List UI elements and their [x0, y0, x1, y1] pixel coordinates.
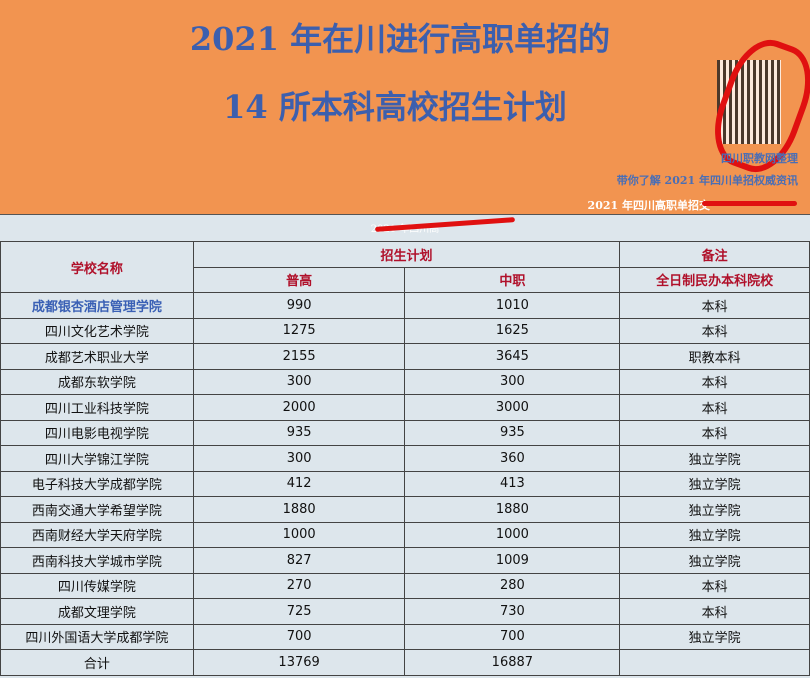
table-row: 四川外国语大学成都学院 700 700 独立学院: [0, 623, 810, 650]
enrollment-table: 学校名称 招生计划 备注 普高 中职 全日制民办本科院校 成都银杏酒店管理学院 9…: [0, 241, 810, 676]
table-row: 电子科技大学成都学院 412 413 独立学院: [0, 470, 810, 497]
title-line-2: 14 所本科高校招生计划: [223, 88, 567, 126]
zhongzhi-count: 1880: [404, 496, 621, 523]
zhongzhi-count: 1009: [404, 547, 621, 574]
table-row: 西南科技大学城市学院 827 1009 独立学院: [0, 547, 810, 574]
note: 本科: [619, 317, 810, 344]
total-label: 合计: [0, 649, 194, 676]
pugao-count: 412: [192, 470, 406, 497]
total-pugao: 13769: [192, 649, 406, 676]
zhongzhi-count: 280: [404, 572, 621, 599]
promo-text: 带你了解 2021 年四川单招权威资讯: [616, 174, 798, 187]
credit-text: 四川职教网整理: [721, 152, 798, 165]
pugao-count: 270: [192, 572, 406, 599]
zhongzhi-count: 1625: [404, 317, 621, 344]
table-row: 四川工业科技学院 2000 3000 本科: [0, 394, 810, 421]
note: 独立学院: [619, 623, 810, 650]
pugao-count: 827: [192, 547, 406, 574]
total-row: 合计 13769 16887: [0, 649, 810, 676]
school-name: 西南财经大学天府学院: [0, 521, 194, 548]
pugao-count: 1880: [192, 496, 406, 523]
pugao-count: 300: [192, 445, 406, 472]
zhongzhi-count: 935: [404, 419, 621, 446]
zhongzhi-count: 730: [404, 598, 621, 625]
school-name: 四川传媒学院: [0, 572, 194, 599]
zhongzhi-count: 300: [404, 368, 621, 395]
table-row: 西南交通大学希望学院 1880 1880 独立学院: [0, 496, 810, 523]
zhongzhi-count: 700: [404, 623, 621, 650]
header-school: 学校名称: [0, 241, 194, 293]
header-note-sub: 全日制民办本科院校: [619, 266, 810, 293]
zhongzhi-count: 360: [404, 445, 621, 472]
pugao-count: 2155: [192, 343, 406, 370]
note: 本科: [619, 572, 810, 599]
school-name: 四川外国语大学成都学院: [0, 623, 194, 650]
school-name: 成都东软学院: [0, 368, 194, 395]
note: 本科: [619, 368, 810, 395]
zhongzhi-count: 413: [404, 470, 621, 497]
note: 本科: [619, 419, 810, 446]
table-row: 四川电影电视学院 935 935 本科: [0, 419, 810, 446]
qr-code: [717, 60, 781, 144]
note: 本科: [619, 598, 810, 625]
school-name: 西南交通大学希望学院: [0, 496, 194, 523]
header-pugao: 普高: [192, 266, 406, 293]
pugao-count: 935: [192, 419, 406, 446]
school-name: 成都文理学院: [0, 598, 194, 625]
banner-header: 2021 年在川进行高职单招的 14 所本科高校招生计划 四川职教网整理 带你了…: [0, 0, 810, 215]
note: 本科: [619, 292, 810, 319]
table-row: 西南财经大学天府学院 1000 1000 独立学院: [0, 521, 810, 548]
school-name: 西南科技大学城市学院: [0, 547, 194, 574]
note: 职教本科: [619, 343, 810, 370]
table-row: 成都银杏酒店管理学院 990 1010 本科: [0, 292, 810, 319]
school-name: 四川工业科技学院: [0, 394, 194, 421]
group-text: 2021 年四川高职单招交: [587, 199, 710, 212]
pugao-count: 300: [192, 368, 406, 395]
school-name: 四川文化艺术学院: [0, 317, 194, 344]
zhongzhi-count: 1010: [404, 292, 621, 319]
zhongzhi-count: 3645: [404, 343, 621, 370]
school-name: 四川大学锦江学院: [0, 445, 194, 472]
pugao-count: 990: [192, 292, 406, 319]
note: 独立学院: [619, 470, 810, 497]
school-name: 电子科技大学成都学院: [0, 470, 194, 497]
note: 独立学院: [619, 547, 810, 574]
note: 独立学院: [619, 445, 810, 472]
pugao-count: 725: [192, 598, 406, 625]
pugao-count: 700: [192, 623, 406, 650]
table-row: 成都文理学院 725 730 本科: [0, 598, 810, 625]
zhongzhi-count: 3000: [404, 394, 621, 421]
pugao-count: 1000: [192, 521, 406, 548]
header-zhongzhi: 中职: [404, 266, 621, 293]
table-row: 成都东软学院 300 300 本科: [0, 368, 810, 395]
total-zhongzhi: 16887: [404, 649, 621, 676]
table-row: 成都艺术职业大学 2155 3645 职教本科: [0, 343, 810, 370]
zhongzhi-count: 1000: [404, 521, 621, 548]
table-row: 四川大学锦江学院 300 360 独立学院: [0, 445, 810, 472]
title-line-1: 2021 年在川进行高职单招的: [189, 20, 611, 58]
pugao-count: 2000: [192, 394, 406, 421]
header-plan: 招生计划: [192, 241, 621, 268]
table-row: 四川传媒学院 270 280 本科: [0, 572, 810, 599]
redaction-mark: [702, 201, 797, 206]
school-name: 四川电影电视学院: [0, 419, 194, 446]
note: 独立学院: [619, 521, 810, 548]
total-note: [619, 649, 810, 676]
school-name: 成都银杏酒店管理学院: [0, 292, 194, 319]
note: 本科: [619, 394, 810, 421]
note: 独立学院: [619, 496, 810, 523]
pugao-count: 1275: [192, 317, 406, 344]
table-row: 四川文化艺术学院 1275 1625 本科: [0, 317, 810, 344]
school-name: 成都艺术职业大学: [0, 343, 194, 370]
header-note: 备注: [619, 241, 810, 268]
